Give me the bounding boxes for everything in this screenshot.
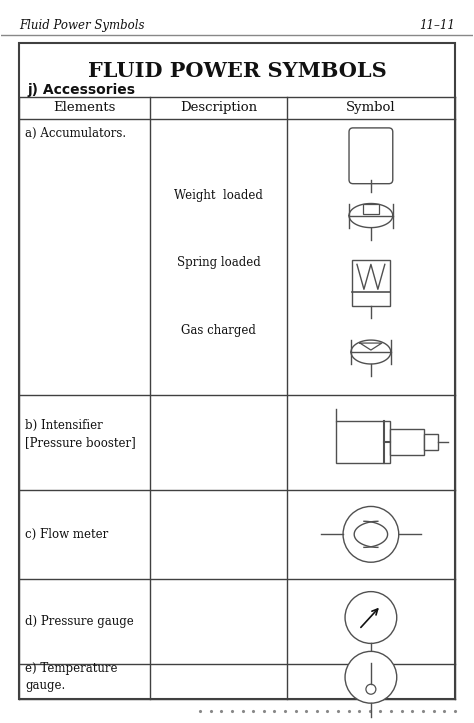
FancyBboxPatch shape bbox=[349, 128, 393, 184]
Text: j) Accessories: j) Accessories bbox=[27, 83, 135, 97]
Text: 11–11: 11–11 bbox=[419, 20, 455, 33]
Text: c) Flow meter: c) Flow meter bbox=[25, 528, 109, 541]
Bar bbox=[363, 204, 379, 213]
Text: d) Pressure gauge: d) Pressure gauge bbox=[25, 615, 134, 628]
Bar bbox=[390, 429, 424, 455]
Circle shape bbox=[366, 684, 376, 694]
Text: Fluid Power Symbols: Fluid Power Symbols bbox=[19, 20, 145, 33]
Text: Weight  loaded: Weight loaded bbox=[174, 189, 263, 202]
Text: Symbol: Symbol bbox=[346, 101, 396, 114]
Bar bbox=[336, 422, 390, 463]
Text: Description: Description bbox=[180, 101, 257, 114]
Bar bbox=[352, 260, 390, 307]
Text: FLUID POWER SYMBOLS: FLUID POWER SYMBOLS bbox=[88, 61, 386, 81]
Text: e) Temperature
gauge.: e) Temperature gauge. bbox=[25, 662, 118, 693]
Text: b) Intensifier
[Pressure booster]: b) Intensifier [Pressure booster] bbox=[25, 419, 136, 449]
Text: Spring loaded: Spring loaded bbox=[177, 256, 260, 269]
Text: Gas charged: Gas charged bbox=[181, 324, 256, 337]
Circle shape bbox=[345, 651, 397, 703]
Text: Elements: Elements bbox=[54, 101, 116, 114]
Circle shape bbox=[345, 591, 397, 643]
Text: a) Accumulators.: a) Accumulators. bbox=[25, 127, 127, 140]
Bar bbox=[424, 435, 438, 450]
Circle shape bbox=[343, 506, 399, 562]
